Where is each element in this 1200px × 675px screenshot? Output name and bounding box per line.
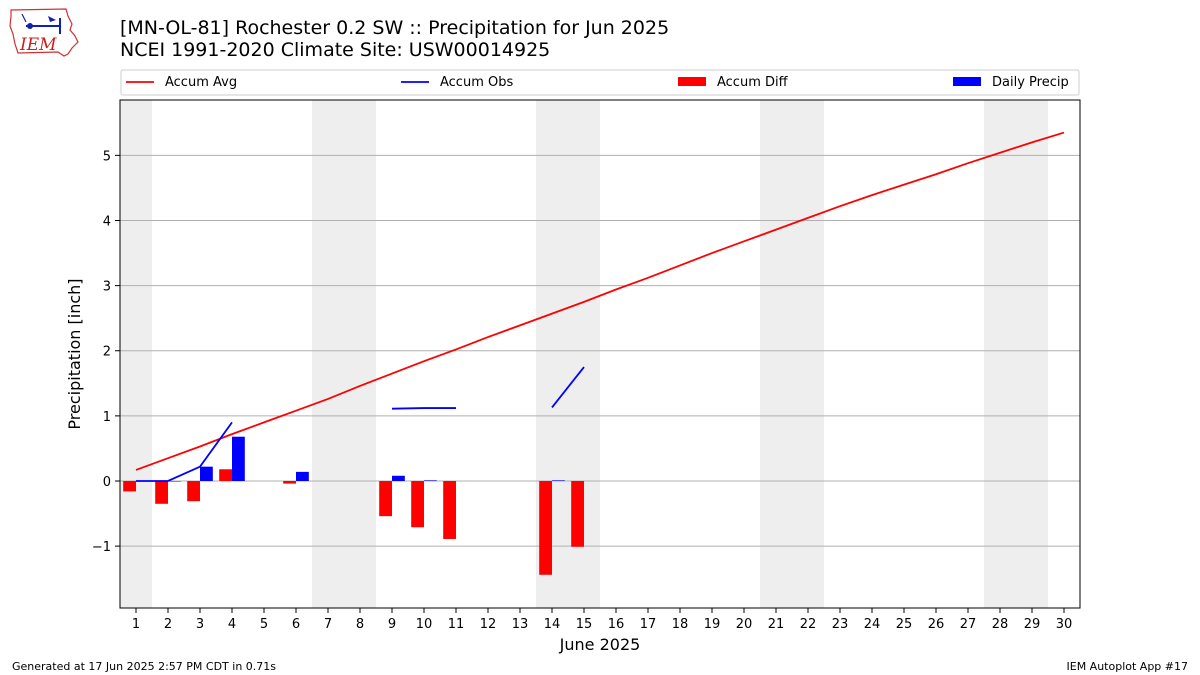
accum-diff-bar [379,481,392,517]
plot-frame [119,99,1081,609]
legend: Accum Avg Accum Obs Accum Diff Daily Precip [120,69,1080,96]
accum-diff-bar [123,481,136,492]
daily-precip-bar [232,436,245,481]
x-tick-label: 2 [164,617,172,632]
accum-diff-bar [411,481,424,528]
accum-diff-bar [443,481,456,539]
x-tick-label: 1 [132,617,140,632]
x-tick-label: 6 [292,617,300,632]
legend-label: Daily Precip [992,75,1069,90]
x-tick-label: 28 [992,617,1009,632]
legend-swatch [953,77,981,86]
x-tick-label: 5 [260,617,268,632]
x-tick-label: 3 [196,617,204,632]
accum-diff-bar [283,481,296,484]
iem-logo: IEM [8,6,80,58]
y-axis-ticks: −1 0 1 2 3 4 5 [92,149,120,555]
x-tick-label: 13 [512,617,529,632]
x-tick-label: 22 [800,617,817,632]
x-tick-label: 23 [832,617,849,632]
daily-precip-bar [392,475,405,481]
legend-label: Accum Diff [717,75,789,90]
accum-diff-bar [539,481,552,575]
accum-avg-line [135,131,1065,471]
weekend-shade [984,100,1048,608]
x-tick-label: 10 [416,617,433,632]
x-tick-label: 4 [228,617,236,632]
weekend-shade [760,100,824,608]
x-tick-label: 29 [1024,617,1041,632]
y-grid [120,154,1080,547]
weekend-shade [120,100,152,608]
x-tick-label: 12 [480,617,497,632]
accum-diff-bar [155,481,168,504]
x-tick-label: 27 [960,617,977,632]
y-tick-label: −1 [92,540,111,555]
x-axis-label: June 2025 [559,635,641,654]
y-tick-label: 2 [103,345,111,360]
x-tick-label: 25 [896,617,913,632]
y-axis-label: Precipitation [inch] [65,278,84,429]
generated-timestamp: Generated at 17 Jun 2025 2:57 PM CDT in … [12,660,277,673]
y-tick-label: 5 [103,149,111,164]
app-label: IEM Autoplot App #17 [1066,660,1189,673]
y-tick-label: 0 [103,475,111,490]
accum-obs-line [391,407,456,410]
daily-precip-bar [200,466,213,481]
chart-subtitle: NCEI 1991-2020 Climate Site: USW00014925 [120,39,551,61]
y-tick-label: 1 [103,410,111,425]
x-tick-label: 14 [544,617,561,632]
lines [135,131,1065,482]
accum-obs-line [551,366,585,408]
x-tick-label: 9 [388,617,396,632]
legend-label: Accum Avg [165,75,237,90]
x-tick-label: 21 [768,617,785,632]
legend-box [120,69,1080,96]
accum-diff-bar [571,481,584,547]
legend-swatch [678,77,706,86]
x-tick-label: 11 [448,617,465,632]
x-tick-label: 19 [704,617,721,632]
daily-precip-bar [168,481,181,482]
x-tick-label: 15 [576,617,593,632]
x-tick-label: 8 [356,617,364,632]
accum-diff-bar [219,469,232,481]
daily-precip-bar [296,471,309,481]
daily-precip-bar [552,480,565,481]
weekend-shade [312,100,376,608]
chart-title: [MN-OL-81] Rochester 0.2 SW :: Precipita… [120,17,670,39]
x-tick-label: 17 [640,617,657,632]
daily-precip-bar [424,480,437,481]
y-tick-label: 3 [103,280,111,295]
x-tick-label: 7 [324,617,332,632]
x-tick-label: 16 [608,617,625,632]
x-tick-label: 26 [928,617,945,632]
x-tick-label: 24 [864,617,881,632]
weekend-shading [120,100,1048,608]
accum-obs-line [136,421,233,482]
x-tick-label: 18 [672,617,689,632]
legend-label: Accum Obs [440,75,513,90]
bars [123,436,584,575]
logo-text: IEM [19,35,57,55]
accum-diff-bar [187,481,200,502]
y-tick-label: 4 [103,214,111,229]
x-axis-ticks: 1 2 3 4 5 6 7 8 9 10 11 12 13 14 15 16 17 18 19 20 21 22 23 24 2… [132,608,1072,632]
x-tick-label: 20 [736,617,753,632]
x-tick-label: 30 [1056,617,1073,632]
